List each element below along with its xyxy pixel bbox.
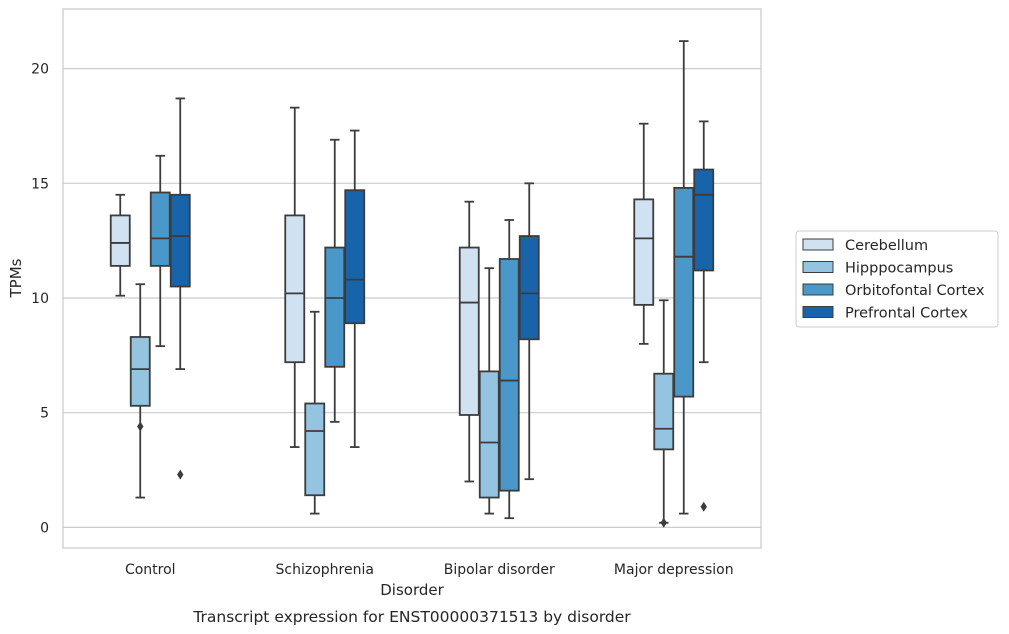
box-iqr xyxy=(498,258,520,492)
y-axis-title: TPMs xyxy=(7,258,25,298)
y-tick-label: 10 xyxy=(31,291,49,307)
y-tick-label: 0 xyxy=(40,520,49,536)
box-iqr xyxy=(109,214,131,267)
outlier-point xyxy=(660,517,667,528)
box-iqr xyxy=(458,246,480,416)
box-1-1 xyxy=(304,310,326,515)
box-iqr xyxy=(344,189,366,325)
y-tick-label: 15 xyxy=(31,176,49,192)
box-3-0 xyxy=(633,122,655,345)
x-tick-label: Bipolar disorder xyxy=(444,562,555,578)
y-tick-label: 5 xyxy=(40,406,49,422)
box-2-3 xyxy=(518,182,540,481)
legend-swatch xyxy=(802,238,834,251)
legend-swatch xyxy=(802,261,834,273)
box-2-2 xyxy=(498,219,520,520)
box-iqr xyxy=(673,187,695,398)
box-3-3 xyxy=(693,120,715,512)
box-3-1 xyxy=(653,299,675,528)
box-2-0 xyxy=(458,200,480,483)
x-tick-label: Control xyxy=(125,562,176,578)
outlier-point xyxy=(177,469,184,480)
x-tick-labels: Control Schizophrenia Bipolar disorder Majo… xyxy=(125,562,734,578)
legend-label: Cerebellum xyxy=(845,238,928,254)
box-iqr xyxy=(304,402,326,497)
chart-caption: Transcript expression for ENST0000037151… xyxy=(192,608,631,626)
box-0-2 xyxy=(149,154,171,348)
box-iqr xyxy=(324,246,346,368)
y-tick-labels: 0 5 10 15 20 xyxy=(31,62,49,537)
x-axis-title: Disorder xyxy=(380,581,444,599)
plot-frame xyxy=(62,8,762,549)
box-0-3 xyxy=(169,97,191,480)
box-iqr xyxy=(478,370,500,499)
box-iqr xyxy=(653,372,675,451)
box-iqr xyxy=(633,198,655,306)
box-iqr xyxy=(169,193,191,288)
y-tick-label: 20 xyxy=(31,62,49,78)
x-tick-label: Major depression xyxy=(614,562,734,578)
box-iqr xyxy=(518,235,540,341)
box-1-0 xyxy=(284,106,306,448)
legend-swatch xyxy=(802,283,834,296)
outlier-point xyxy=(137,421,144,432)
box-groups xyxy=(109,40,715,528)
box-3-2 xyxy=(673,40,695,515)
legend-label: Hipppocampus xyxy=(845,261,953,277)
legend-label: Prefrontal Cortex xyxy=(845,306,968,322)
outlier-point xyxy=(700,501,707,512)
box-2-1 xyxy=(478,267,500,515)
box-iqr xyxy=(149,191,171,267)
legend-frame xyxy=(795,230,999,328)
legend: Cerebellum Hipppocampus Orbitofontal Corte… xyxy=(795,230,999,328)
box-1-2 xyxy=(324,138,346,423)
legend-label: Orbitofontal Cortex xyxy=(845,283,985,299)
box-1-3 xyxy=(344,129,366,448)
gridlines xyxy=(63,68,761,528)
legend-swatch xyxy=(802,306,834,318)
x-tick-label: Schizophrenia xyxy=(276,562,374,578)
box-iqr xyxy=(284,214,306,364)
box-iqr xyxy=(129,336,151,407)
box-iqr xyxy=(693,168,715,272)
box-0-0 xyxy=(109,193,131,297)
box-0-1 xyxy=(129,283,151,499)
